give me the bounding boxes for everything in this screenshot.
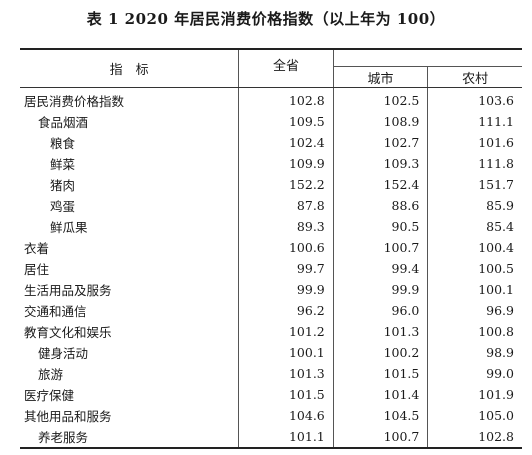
value-national: 89.3 bbox=[238, 216, 334, 237]
value-rural: 96.9 bbox=[427, 300, 522, 321]
value-urban: 101.3 bbox=[332, 321, 428, 342]
value-urban: 101.5 bbox=[332, 363, 428, 384]
value-urban: 102.7 bbox=[332, 132, 428, 153]
value-national: 99.9 bbox=[238, 279, 334, 300]
value-urban: 99.4 bbox=[332, 258, 428, 279]
table-title: 表 1 2020 年居民消费价格指数（以上年为 100） bbox=[86, 10, 446, 28]
value-national: 100.1 bbox=[238, 342, 334, 363]
row-label: 教育文化和娱乐 bbox=[24, 325, 112, 340]
value-rural: 100.1 bbox=[427, 279, 522, 300]
header-indicator: 指 标 bbox=[20, 49, 239, 88]
table-row: 鲜菜 109.9 109.3 111.8 bbox=[20, 153, 522, 174]
value-urban: 102.5 bbox=[332, 87, 428, 111]
value-urban: 152.4 bbox=[332, 174, 428, 195]
value-urban: 96.0 bbox=[332, 300, 428, 321]
row-label: 鲜菜 bbox=[50, 157, 76, 172]
row-label: 居住 bbox=[24, 262, 50, 277]
table-row: 衣着 100.6 100.7 100.4 bbox=[20, 237, 522, 258]
value-rural: 111.1 bbox=[427, 111, 522, 132]
table-row: 鸡蛋 87.8 88.6 85.9 bbox=[20, 195, 522, 216]
table-row: 居住 99.7 99.4 100.5 bbox=[20, 258, 522, 279]
value-rural: 99.0 bbox=[427, 363, 522, 384]
row-label: 衣着 bbox=[24, 241, 50, 256]
value-rural: 100.4 bbox=[427, 237, 522, 258]
value-national: 109.5 bbox=[238, 111, 334, 132]
value-national: 96.2 bbox=[238, 300, 334, 321]
value-urban: 100.7 bbox=[332, 237, 428, 258]
table-row: 其他用品和服务 104.6 104.5 105.0 bbox=[20, 405, 522, 426]
row-label: 居民消费价格指数 bbox=[24, 94, 125, 109]
header-rural: 农村 bbox=[427, 66, 522, 88]
value-rural: 85.9 bbox=[427, 195, 522, 216]
row-label: 交通和通信 bbox=[24, 304, 87, 319]
table-row: 生活用品及服务 99.9 99.9 100.1 bbox=[20, 279, 522, 300]
value-rural: 101.9 bbox=[427, 384, 522, 405]
value-urban: 90.5 bbox=[332, 216, 428, 237]
row-label: 其他用品和服务 bbox=[24, 409, 112, 424]
value-urban: 99.9 bbox=[332, 279, 428, 300]
value-urban: 100.2 bbox=[332, 342, 428, 363]
value-rural: 102.8 bbox=[427, 426, 522, 449]
row-label: 鲜瓜果 bbox=[50, 220, 88, 235]
row-label: 养老服务 bbox=[20, 426, 239, 449]
table-row: 养老服务 101.1 100.7 102.8 bbox=[20, 426, 522, 449]
table-row: 粮食 102.4 102.7 101.6 bbox=[20, 132, 522, 153]
value-rural: 98.9 bbox=[427, 342, 522, 363]
value-rural: 100.8 bbox=[427, 321, 522, 342]
row-label: 健身活动 bbox=[38, 346, 89, 361]
value-urban: 108.9 bbox=[332, 111, 428, 132]
value-national: 101.2 bbox=[238, 321, 334, 342]
value-rural: 105.0 bbox=[427, 405, 522, 426]
value-national: 102.4 bbox=[238, 132, 334, 153]
cpi-table: 指 标 全省 城市 农村 居民消费价格指数 102.8 102.5 103.6 食品烟酒… bbox=[20, 48, 522, 449]
value-urban: 104.5 bbox=[332, 405, 428, 426]
header-group-spacer bbox=[332, 49, 522, 67]
row-label: 医疗保健 bbox=[24, 388, 75, 403]
table-row: 居民消费价格指数 102.8 102.5 103.6 bbox=[20, 87, 522, 111]
table-row: 食品烟酒 109.5 108.9 111.1 bbox=[20, 111, 522, 132]
value-urban: 109.3 bbox=[332, 153, 428, 174]
row-label: 粮食 bbox=[50, 136, 76, 151]
value-national: 87.8 bbox=[238, 195, 334, 216]
value-urban: 101.4 bbox=[332, 384, 428, 405]
value-national: 101.3 bbox=[238, 363, 334, 384]
table-row: 教育文化和娱乐 101.2 101.3 100.8 bbox=[20, 321, 522, 342]
table-row: 健身活动 100.1 100.2 98.9 bbox=[20, 342, 522, 363]
value-rural: 103.6 bbox=[427, 87, 522, 111]
value-national: 152.2 bbox=[238, 174, 334, 195]
row-label: 食品烟酒 bbox=[38, 115, 89, 130]
header-urban: 城市 bbox=[332, 66, 428, 88]
row-label: 猪肉 bbox=[50, 178, 76, 193]
value-national: 99.7 bbox=[238, 258, 334, 279]
value-rural: 151.7 bbox=[427, 174, 522, 195]
row-label: 鸡蛋 bbox=[50, 199, 76, 214]
table-row: 交通和通信 96.2 96.0 96.9 bbox=[20, 300, 522, 321]
row-label: 旅游 bbox=[38, 367, 64, 382]
header-national: 全省 bbox=[238, 49, 334, 88]
value-national: 101.1 bbox=[238, 426, 334, 449]
table-row: 旅游 101.3 101.5 99.0 bbox=[20, 363, 522, 384]
value-urban: 100.7 bbox=[332, 426, 428, 449]
value-rural: 101.6 bbox=[427, 132, 522, 153]
value-national: 101.5 bbox=[238, 384, 334, 405]
table-body: 居民消费价格指数 102.8 102.5 103.6 食品烟酒 109.5 108.9 111… bbox=[20, 87, 522, 449]
row-label: 生活用品及服务 bbox=[24, 283, 112, 298]
value-rural: 100.5 bbox=[427, 258, 522, 279]
table-row: 鲜瓜果 89.3 90.5 85.4 bbox=[20, 216, 522, 237]
table-row: 猪肉 152.2 152.4 151.7 bbox=[20, 174, 522, 195]
value-national: 109.9 bbox=[238, 153, 334, 174]
table-row: 医疗保健 101.5 101.4 101.9 bbox=[20, 384, 522, 405]
value-national: 100.6 bbox=[238, 237, 334, 258]
value-rural: 111.8 bbox=[427, 153, 522, 174]
value-national: 102.8 bbox=[238, 87, 334, 111]
value-urban: 88.6 bbox=[332, 195, 428, 216]
value-national: 104.6 bbox=[238, 405, 334, 426]
value-rural: 85.4 bbox=[427, 216, 522, 237]
